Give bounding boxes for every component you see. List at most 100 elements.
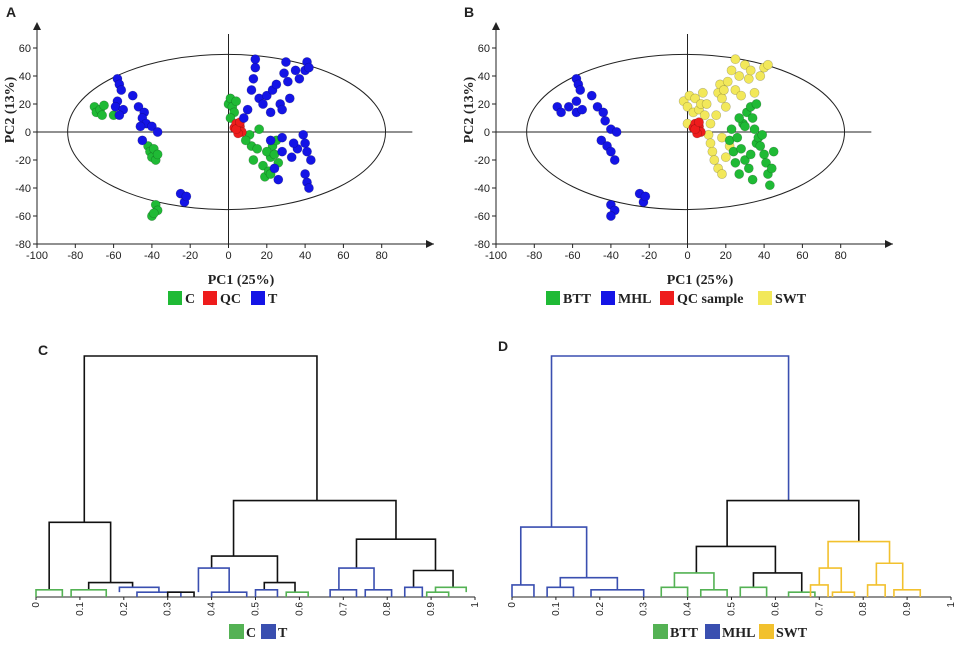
point-mhl [600,115,611,126]
point-btt [749,124,760,135]
point-mhl [575,85,586,95]
x-tick-label: -100 [26,250,48,262]
y-tick-label: -40 [15,183,31,195]
scatter-panel-b: PC1 (25%) PC2 (13%) BTT MHL QC sample SW… [462,22,893,307]
point-btt [732,132,743,143]
legend-swatch-swt [758,291,772,305]
dendro-link [166,591,195,597]
legend-d: BTT MHL SWT [653,624,808,641]
point-mhl [563,101,574,112]
y-tick-label: 0 [484,127,490,139]
point-c [252,143,263,154]
point-swt [705,138,716,149]
x-tick-label: 0 [225,250,231,262]
point-swt [722,76,733,87]
y-tick-label: -80 [474,239,490,251]
point-swt [701,99,712,109]
point-t [279,68,289,79]
y-axis-title-b: PC2 (13%) [462,76,477,143]
point-t [246,85,257,95]
point-btt [761,157,771,168]
point-t [273,174,284,185]
dendro-tick-label: 0.5 [251,602,262,616]
y-tick-label: -60 [474,211,490,223]
x-tick-label: 80 [835,250,847,262]
point-swt [718,85,729,95]
point-swt [720,152,731,163]
dendro-tick-label: 0.3 [639,602,650,616]
x-tick-label: -80 [67,250,83,262]
dendro-link [546,586,575,597]
point-btt [768,146,779,157]
legend-swatch-mhl-dendro [705,624,720,639]
dendro-link [660,586,689,597]
dendro-link [425,591,450,597]
dendro-link [118,586,160,593]
point-t [265,107,276,118]
point-swt [690,93,701,104]
x-axis-title-a: PC1 (25%) [208,273,275,288]
x-tick-label: 40 [299,250,311,262]
point-t [135,121,146,132]
point-t [238,113,249,123]
point-swt [745,65,756,76]
y-tick-label: -40 [474,183,490,195]
dendro-link [695,545,777,573]
dendro-link [210,555,279,583]
point-c [152,149,163,160]
point-t [304,183,314,193]
dendro-link [893,588,922,597]
x-tick-label: 20 [720,250,732,262]
point-c [99,100,109,111]
point-t [271,79,282,90]
point-swt [749,87,760,98]
dendro-link [35,588,64,597]
point-t [137,135,148,146]
y-tick-label: -20 [474,155,490,167]
dendro-tick-label: 0.4 [207,602,218,616]
point-t [127,90,138,101]
panel-label-a: A [6,4,16,20]
point-swt [730,54,741,65]
point-t [114,110,125,121]
legend-label-swt-dendro: SWT [776,626,808,641]
x-axis-title-b: PC1 (25%) [667,273,734,288]
legend-label-btt-dendro: BTT [670,626,699,641]
point-btt [736,143,747,154]
dendro-tick-label: 0.3 [163,602,174,616]
point-t [302,146,312,157]
point-c [231,96,242,107]
dendro-link [752,572,803,593]
dendro-tick-label: 1 [946,602,957,608]
legend-swatch-t [251,291,265,305]
point-mhl [586,90,597,101]
dendro-link [364,588,393,597]
dendro-tick-label: 0 [31,602,42,608]
dendro-link [338,567,375,590]
point-t [261,90,272,101]
point-t [250,62,261,73]
point-btt [726,124,737,135]
panel-label-c: C [38,342,48,358]
dendro-link [739,586,768,597]
y-tick-label: 60 [19,43,31,55]
point-btt [745,149,756,160]
y-tick-label: 40 [478,71,490,83]
dendro-tick-label: 0.1 [551,602,562,616]
point-t [116,85,127,95]
dendro-link [827,540,891,569]
point-swt [743,73,754,84]
point-t [269,163,280,174]
point-btt [730,157,741,168]
point-btt [751,99,762,109]
legend-label-btt: BTT [563,292,592,307]
point-mhl [606,146,616,157]
dendro-link [550,355,790,528]
y-tick-label: 60 [478,43,490,55]
legend-label-mhl-dendro: MHL [722,626,755,641]
point-swt [711,110,722,121]
y-tick-label: 20 [478,99,490,111]
point-t [258,99,268,109]
legend-swatch-btt-dendro [653,624,668,639]
